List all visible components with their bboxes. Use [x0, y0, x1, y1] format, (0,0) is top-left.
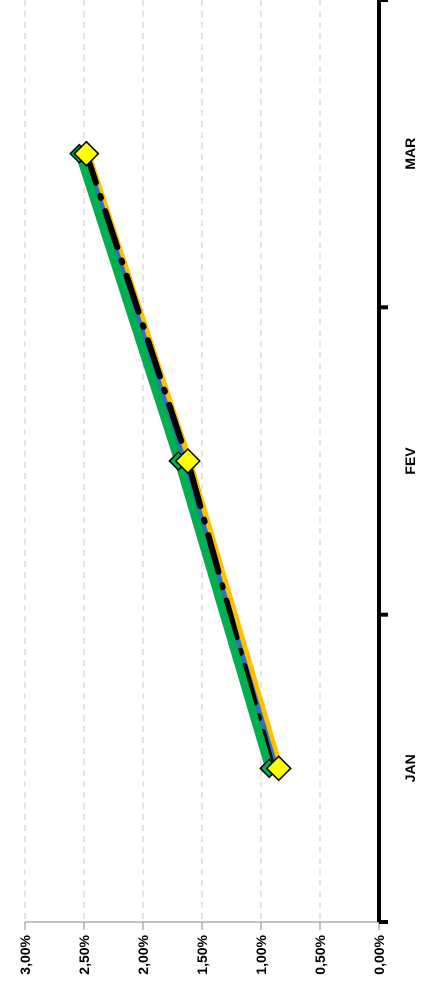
value-tick-label: 2,00%: [135, 934, 151, 974]
series-point: [73, 140, 100, 167]
grid-lines: [24, 0, 388, 930]
value-tick-label: 0,50%: [312, 934, 328, 974]
value-tick-label: 0,00%: [371, 934, 387, 974]
value-tick-label: 1,50%: [194, 934, 210, 974]
category-label: MAR: [402, 138, 418, 170]
value-tick-label: 1,00%: [253, 934, 269, 974]
series-point: [265, 755, 292, 782]
category-label: FEV: [402, 447, 418, 475]
value-tick-label: 2,50%: [76, 934, 92, 974]
category-label: JAN: [402, 754, 418, 782]
category-tick-labels: JAN FEV MAR: [402, 138, 418, 783]
value-tick-label: 3,00%: [17, 934, 33, 974]
marker-layer: [69, 140, 292, 782]
series-point: [174, 447, 201, 475]
value-tick-labels: 0,00% 0,50% 1,00% 1,50% 2,00% 2,50% 3,00…: [17, 934, 387, 974]
series-line: [83, 150, 276, 772]
